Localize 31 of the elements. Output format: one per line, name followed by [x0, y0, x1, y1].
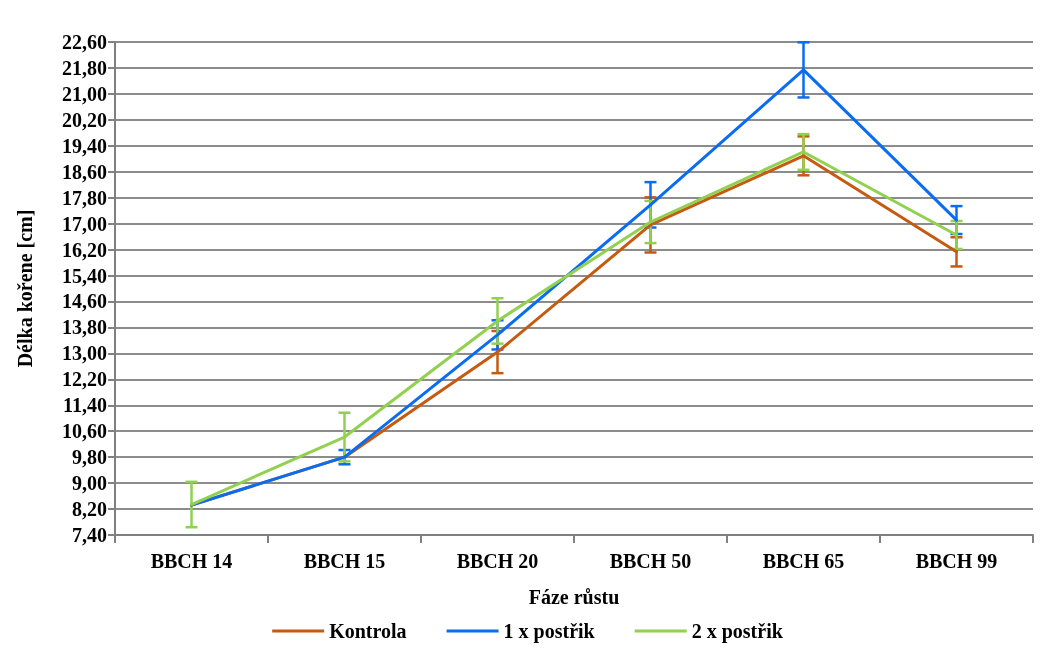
y-tick-label: 9,80	[72, 446, 107, 469]
y-tick-label: 14,60	[62, 290, 107, 313]
y-tick-label: 7,40	[72, 524, 107, 546]
y-tick-label: 17,00	[62, 212, 107, 235]
legend-label: 2 x postřik	[691, 620, 784, 643]
y-tick-label: 17,80	[62, 186, 107, 209]
y-tick-label: 12,20	[62, 368, 107, 391]
legend-label: Kontrola	[329, 620, 407, 642]
y-tick-label: 16,20	[62, 238, 107, 261]
x-tick-label: BBCH 15	[303, 550, 386, 572]
x-tick-label: BBCH 14	[150, 550, 233, 572]
y-axis-title: Délka kořene [cm]	[14, 209, 36, 368]
y-tick-label: 13,00	[62, 342, 107, 365]
y-tick-label: 21,00	[62, 82, 107, 105]
y-tick-label: 22,60	[62, 31, 107, 53]
y-tick-label: 10,60	[62, 420, 107, 443]
y-tick-label: 8,20	[72, 498, 107, 521]
y-tick-label: 9,00	[72, 472, 107, 495]
x-axis-title: Fáze růstu	[528, 586, 620, 608]
x-tick-label: BBCH 50	[609, 550, 692, 572]
x-tick-label: BBCH 20	[456, 550, 539, 572]
x-tick-label: BBCH 99	[915, 550, 998, 572]
legend-label: 1 x postřik	[503, 620, 596, 643]
x-tick-label: BBCH 65	[762, 550, 845, 572]
y-tick-label: 11,40	[63, 394, 107, 417]
y-tick-label: 13,80	[62, 316, 107, 339]
y-tick-label: 20,20	[62, 108, 107, 131]
y-tick-label: 18,60	[62, 160, 107, 183]
y-tick-label: 21,80	[62, 56, 107, 79]
y-tick-label: 19,40	[62, 134, 107, 157]
y-tick-label: 15,40	[62, 264, 107, 287]
